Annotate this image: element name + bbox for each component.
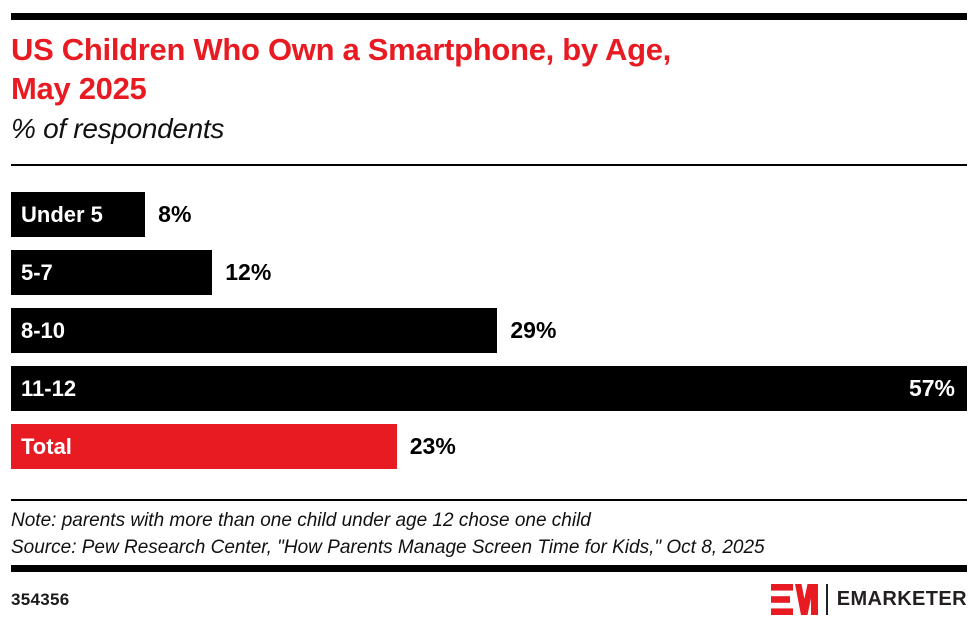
chart-id: 354356 bbox=[11, 589, 70, 609]
bar: 5-7 bbox=[11, 250, 213, 295]
bar-row: Under 5 8% bbox=[11, 192, 967, 237]
chart-page: US Children Who Own a Smartphone, by Age… bbox=[0, 13, 980, 623]
bar: Total bbox=[11, 424, 397, 469]
em-logo-icon bbox=[770, 584, 818, 615]
logo-divider bbox=[825, 584, 828, 615]
bar-category-label: Total bbox=[21, 433, 72, 459]
top-rule bbox=[11, 13, 967, 20]
title-line-2: May 2025 bbox=[11, 71, 147, 106]
note-block: Note: parents with more than one child u… bbox=[11, 507, 967, 561]
footer-row: 354356 EMARKETER bbox=[11, 584, 967, 615]
note-divider bbox=[11, 499, 967, 501]
bar: 8-10 bbox=[11, 308, 498, 353]
bar-category-label: 5-7 bbox=[21, 259, 53, 285]
bar-row: 11-12 57% bbox=[11, 366, 967, 411]
bar: Under 5 bbox=[11, 192, 146, 237]
chart-subtitle: % of respondents bbox=[11, 113, 225, 144]
bar-row: 5-7 12% bbox=[11, 250, 967, 295]
header-divider bbox=[11, 164, 967, 166]
bar-value-label: 29% bbox=[510, 317, 557, 343]
bar-value-label: 8% bbox=[158, 201, 192, 227]
footer-rule bbox=[11, 565, 967, 572]
emarketer-wordmark: EMARKETER bbox=[836, 588, 967, 610]
bar-category-label: Under 5 bbox=[21, 201, 103, 227]
title-line-1: US Children Who Own a Smartphone, by Age… bbox=[11, 32, 671, 67]
emarketer-logo: EMARKETER bbox=[770, 584, 967, 615]
note-text: Note: parents with more than one child u… bbox=[11, 510, 591, 531]
bar-chart: Under 5 8% 5-7 12% 8-10 29% 11-12 57% Total 23% bbox=[11, 192, 967, 469]
bar: 11-12 57% bbox=[11, 366, 967, 411]
page-title: US Children Who Own a Smartphone, by Age… bbox=[11, 30, 967, 108]
source-text: Source: Pew Research Center, "How Parent… bbox=[11, 537, 765, 558]
bar-value-label: 23% bbox=[409, 433, 456, 459]
bar-row: Total 23% bbox=[11, 424, 967, 469]
bar-value-label: 12% bbox=[225, 259, 272, 285]
bar-category-label: 11-12 bbox=[21, 375, 77, 401]
bar-row: 8-10 29% bbox=[11, 308, 967, 353]
bar-value-label: 57% bbox=[908, 375, 955, 401]
bar-category-label: 8-10 bbox=[21, 317, 66, 343]
